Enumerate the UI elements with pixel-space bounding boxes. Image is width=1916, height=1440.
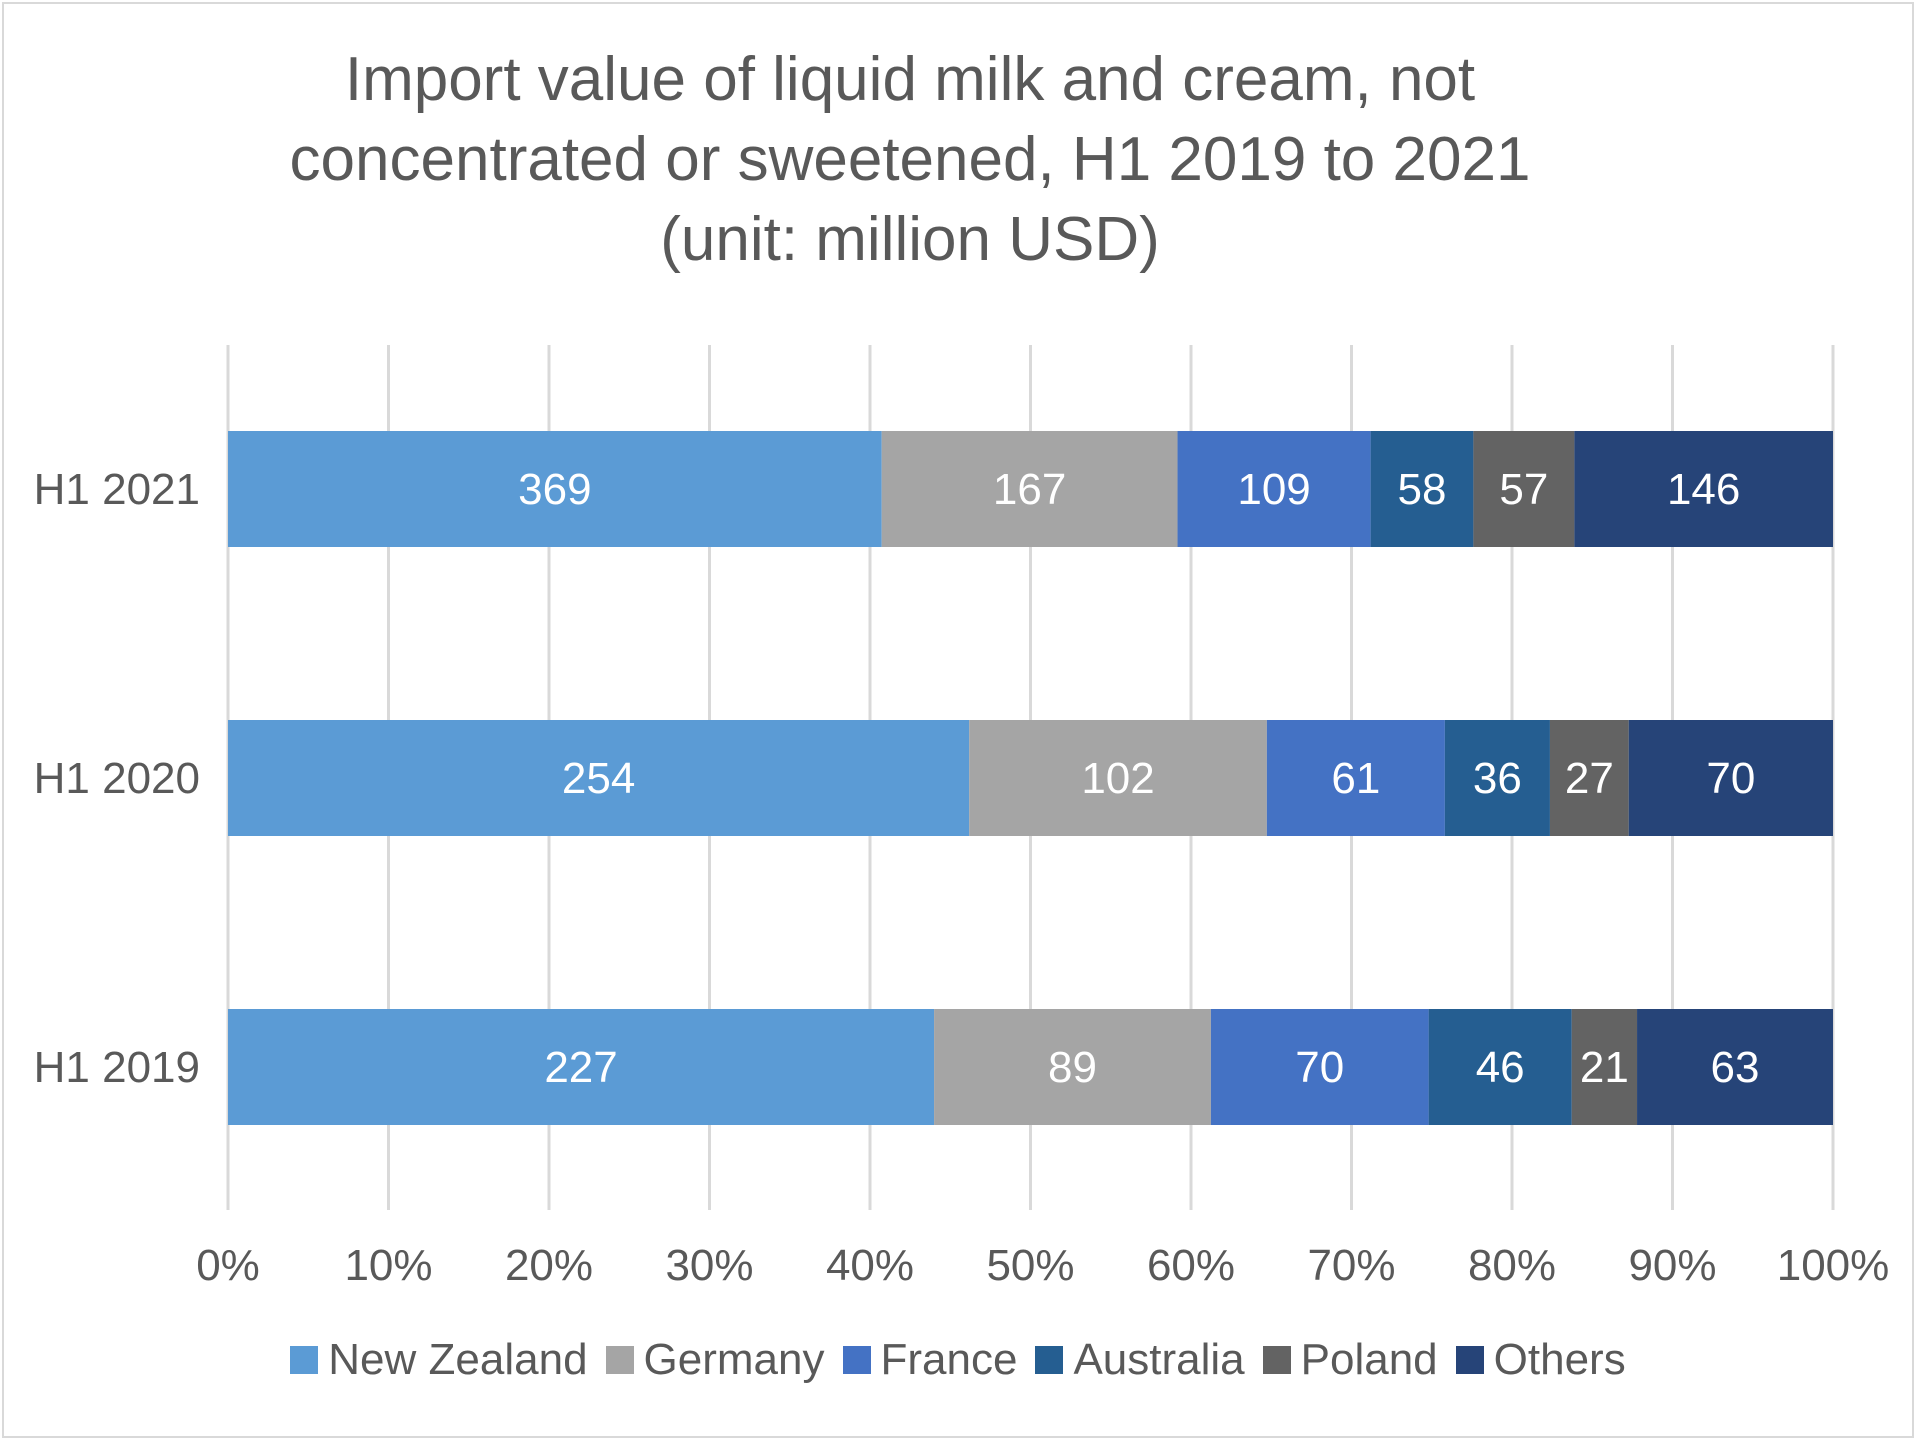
bar-segment — [1370, 431, 1474, 547]
data-label: 227 — [544, 1043, 617, 1092]
bar-segment — [1628, 720, 1833, 836]
x-tick-label: 90% — [1628, 1241, 1716, 1290]
data-label: 146 — [1667, 465, 1740, 514]
legend-label: Germany — [643, 1335, 825, 1384]
bar-segment — [1549, 720, 1629, 836]
category-axis: H1 2021 H1 2020 H1 2019 — [34, 465, 200, 1092]
legend-item: Poland — [1262, 1335, 1438, 1385]
data-label: 167 — [993, 465, 1066, 514]
x-tick-label: 40% — [826, 1241, 914, 1290]
data-label: 89 — [1048, 1043, 1097, 1092]
legend-item: France — [842, 1335, 1018, 1385]
bar-segment — [881, 431, 1178, 547]
value-axis: 0% 10% 20% 30% 40% 50% 60% 70% 80% 90% 100% — [196, 1241, 1889, 1290]
legend-swatch — [1262, 1346, 1291, 1374]
legend-swatch — [1035, 1346, 1064, 1374]
bar-segment — [1444, 720, 1550, 836]
legend-label: France — [880, 1335, 1018, 1384]
chart-title-line-1: Import value of liquid milk and cream, n… — [344, 45, 1476, 114]
data-label: 46 — [1476, 1043, 1525, 1092]
legend-swatch — [605, 1346, 634, 1374]
legend-label: Others — [1493, 1335, 1626, 1384]
legend-item: New Zealand — [290, 1335, 588, 1385]
legend-label: Australia — [1073, 1335, 1245, 1384]
data-label: 36 — [1473, 754, 1522, 803]
bar-segment — [1637, 1009, 1833, 1125]
legend-label: Poland — [1300, 1335, 1438, 1384]
x-tick-label: 70% — [1307, 1241, 1395, 1290]
legend-item: Germany — [605, 1335, 825, 1385]
data-label: 254 — [562, 754, 635, 803]
bar-segment — [1177, 431, 1371, 547]
legend-label: New Zealand — [328, 1335, 588, 1384]
data-label: 70 — [1295, 1043, 1344, 1092]
bar-segment — [228, 720, 970, 836]
legend-item: Others — [1455, 1335, 1626, 1385]
bar-segment — [1210, 1009, 1429, 1125]
bar-segment — [1571, 1009, 1638, 1125]
bar-segment — [228, 431, 882, 547]
x-tick-label: 10% — [344, 1241, 432, 1290]
legend-swatch — [842, 1346, 871, 1374]
bar-segment — [228, 1009, 935, 1125]
data-labels: 369 167 109 58 57 146 254 102 61 36 27 70 227 89 70 46 2… — [518, 465, 1759, 1092]
x-tick-label: 50% — [986, 1241, 1074, 1290]
legend-swatch — [290, 1346, 319, 1374]
data-label: 61 — [1331, 754, 1380, 803]
legend-item: Australia — [1035, 1335, 1245, 1385]
bar-segment — [1574, 431, 1833, 547]
data-label: 102 — [1081, 754, 1154, 803]
bar-segment — [1473, 431, 1575, 547]
bar-segment — [934, 1009, 1211, 1125]
x-tick-label: 30% — [665, 1241, 753, 1290]
legend: New Zealand Germany France Australia Poland O… — [0, 1335, 1916, 1385]
x-tick-label: 80% — [1468, 1241, 1556, 1290]
x-tick-label: 20% — [505, 1241, 593, 1290]
data-label: 70 — [1706, 754, 1755, 803]
data-label: 21 — [1580, 1043, 1629, 1092]
data-label: 57 — [1499, 465, 1548, 514]
data-label: 369 — [518, 465, 591, 514]
data-label: 27 — [1565, 754, 1614, 803]
x-tick-label: 100% — [1777, 1241, 1890, 1290]
bar-segment — [1266, 720, 1445, 836]
x-tick-label: 60% — [1147, 1241, 1235, 1290]
chart-title: Import value of liquid milk and cream, n… — [0, 40, 1820, 280]
x-tick-label: 0% — [196, 1241, 260, 1290]
bar-segment — [1428, 1009, 1572, 1125]
category-label: H1 2021 — [34, 465, 200, 514]
bar-segments — [228, 431, 1833, 1125]
chart-title-line-2: concentrated or sweetened, H1 2019 to 20… — [289, 125, 1531, 194]
data-label: 63 — [1711, 1043, 1760, 1092]
chart-title-line-3: (unit: million USD) — [660, 205, 1160, 274]
data-label: 109 — [1237, 465, 1310, 514]
category-label: H1 2020 — [34, 754, 200, 803]
data-label: 58 — [1398, 465, 1447, 514]
bar-segment — [969, 720, 1267, 836]
legend-swatch — [1455, 1346, 1484, 1374]
category-label: H1 2019 — [34, 1043, 200, 1092]
